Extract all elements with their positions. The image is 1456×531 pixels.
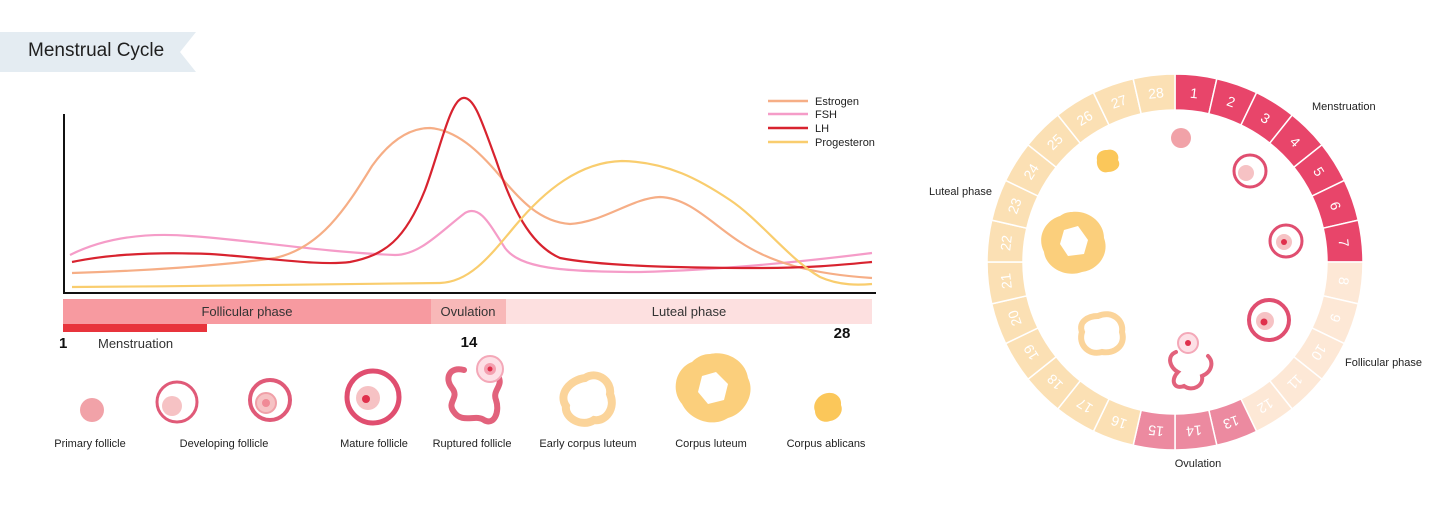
stage-label: Developing follicle [180,438,269,450]
wheel-day-label: 24 [1020,161,1042,183]
wheel-day-label: 17 [1074,395,1096,417]
day-marker-14: 14 [461,334,478,351]
wheel-day-label: 14 [1185,422,1202,440]
wheel-day-label: 15 [1147,422,1164,440]
stage-early-corpus-luteum: Early corpus luteum [539,371,637,450]
chart-legend: Estrogen FSH LH Progesteron [768,96,875,149]
legend-label-fsh: FSH [815,109,837,121]
wheel-day-label: 20 [1004,308,1024,328]
cycle-wheel: 1 234567891011121314151617181920212223242… [986,73,1364,451]
wheel-day-label: 7 [1336,238,1353,248]
wheel-label-ovulation: Ovulation [1175,458,1221,470]
day-marker-28: 28 [834,325,851,342]
stage-label: Primary follicle [54,438,126,450]
page-title: Menstrual Cycle [28,40,165,61]
wheel-day-label: 16 [1109,412,1129,432]
wheel-day-label: 23 [1004,196,1024,216]
lh-curve [71,96,873,270]
progesteron-curve [71,159,873,289]
legend-label-progesteron: Progesteron [815,137,875,149]
wheel-day-label: 26 [1074,107,1096,129]
stage-corpus-albicans: Corpus ablicans [787,392,866,450]
menstruation-label: Menstruation [98,336,173,351]
ovulation-label: Ovulation [441,304,496,319]
wheel-day-label: 28 [1147,84,1164,102]
day-marker-1: 1 [59,335,67,352]
legend-label-lh: LH [815,123,829,135]
stage-ruptured-follicle: Ruptured follicle [433,355,512,450]
stage-developing-follicle-2 [248,378,292,422]
wheel-day-label: 19 [1020,341,1042,363]
wheel-corpus-albicans-icon [1096,149,1120,173]
ruptured-follicle-icon [445,366,503,425]
title-banner [0,32,196,72]
stage-label: Corpus luteum [675,438,747,450]
wheel-day-label: 12 [1254,395,1276,417]
wheel-label-luteal: Luteal phase [929,186,992,198]
wheel-day-label: 21 [997,272,1015,289]
wheel-day-label: 27 [1109,91,1129,111]
stage-primary-follicle: Primary follicle [54,398,126,450]
wheel-early-corpus-luteum-icon [1078,311,1126,356]
stage-label: Ruptured follicle [433,438,512,450]
wheel-day-label: 1 [1189,85,1199,102]
wheel-illustrations [1041,128,1304,391]
stage-mature-follicle: Mature follicle [340,368,408,450]
luteal-phase-label: Luteal phase [652,304,726,319]
wheel-primary-follicle-icon [1171,128,1191,148]
ovulation-bar [431,299,506,324]
corpus-albicans-icon [814,392,842,422]
primary-follicle-icon [80,398,104,422]
wheel-ruptured-follicle-icon [1168,350,1214,391]
legend-label-estrogen: Estrogen [815,96,859,108]
wheel-day-label: 8 [1336,276,1353,286]
estrogen-curve [71,126,873,280]
luteal-bar [506,299,872,324]
stage-corpus-luteum: Corpus luteum [675,353,751,450]
stage-label: Early corpus luteum [539,438,636,450]
stage-developing-follicle: Developing follicle [155,380,269,450]
wheel-day-label: 10 [1308,342,1330,364]
menstruation-bar [63,324,207,332]
stage-label: Mature follicle [340,438,408,450]
wheel-day-label: 22 [997,234,1015,251]
wheel-label-follicular: Follicular phase [1345,357,1422,369]
fsh-curve [69,209,873,274]
wheel-day-label: 13 [1221,412,1241,432]
follicular-phase-label: Follicular phase [201,304,292,319]
follicular-bar [63,299,431,324]
early-corpus-luteum-icon [559,371,616,427]
stage-label: Corpus ablicans [787,438,866,450]
wheel-label-menstruation: Menstruation [1312,101,1376,113]
wheel-segment [1132,73,1176,115]
